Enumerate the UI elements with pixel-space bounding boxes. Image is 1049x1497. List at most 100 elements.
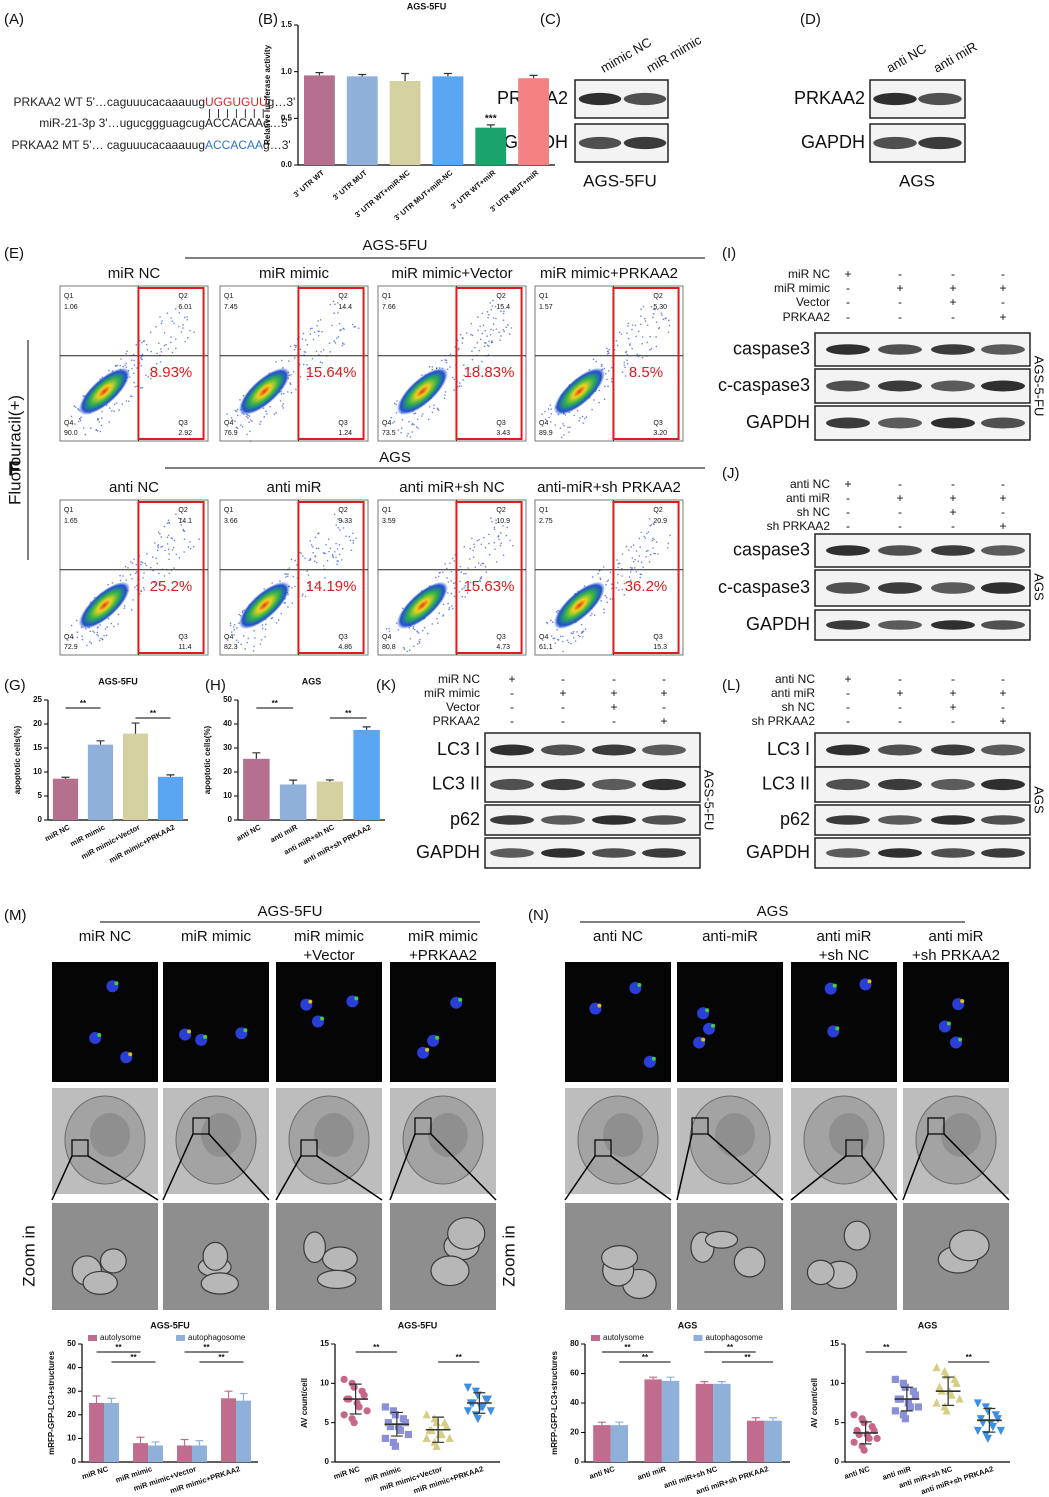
event-dot [559, 635, 562, 638]
quadrant-name: Q3 [496, 420, 505, 427]
error-bar [239, 1392, 248, 1401]
event-dot [584, 628, 587, 631]
event-dot [294, 585, 296, 588]
event-dot [495, 522, 497, 525]
event-dot [550, 408, 552, 410]
event-dot [599, 577, 602, 579]
condition-sign: - [846, 686, 850, 700]
event-dot [124, 364, 126, 367]
event-dot [166, 543, 169, 545]
y-tick-label: 0 [835, 1457, 840, 1466]
zoom-line [208, 1133, 270, 1201]
dot [391, 1411, 399, 1419]
event-dot [507, 324, 509, 326]
event-dot [189, 547, 192, 550]
event-dot [322, 564, 325, 567]
zoom-line [162, 1133, 194, 1201]
event-dot [489, 302, 492, 304]
event-dot [233, 634, 236, 636]
panel-label: (A) [4, 11, 24, 28]
blot-band [541, 848, 585, 858]
event-dot [571, 632, 574, 635]
event-dot [140, 563, 142, 566]
event-dot [158, 342, 160, 345]
chart-title: AGS [678, 1320, 698, 1330]
event-dot [159, 316, 161, 318]
event-dot [458, 382, 461, 384]
event-dot [560, 436, 563, 439]
event-dot [183, 316, 186, 319]
event-dot [97, 626, 99, 628]
tem-nucleus [715, 1113, 755, 1157]
significance-mark: ** [744, 1353, 751, 1362]
event-dot [286, 575, 289, 578]
event-dot [568, 431, 570, 433]
event-dot [549, 404, 552, 406]
autophagic-vacuole [806, 1259, 835, 1286]
blot-band [931, 778, 975, 791]
event-dot [626, 359, 628, 362]
quadrant-name: Q3 [338, 420, 347, 427]
event-dot [502, 328, 505, 331]
event-dot [417, 632, 420, 634]
sd-whisker [859, 1421, 872, 1445]
density [396, 581, 448, 630]
bar [475, 127, 507, 165]
quadrant-value: 1.65 [64, 518, 78, 525]
event-dot [642, 305, 645, 308]
event-dot [307, 378, 309, 381]
event-dot [634, 324, 637, 327]
dot [891, 1375, 899, 1383]
event-dot [544, 410, 546, 413]
condition-sign: - [898, 505, 902, 519]
autophagic-vacuole [202, 1241, 229, 1271]
event-dot [231, 419, 234, 421]
y-tick-label: 80 [570, 1339, 579, 1348]
quadrant-value: 76.9 [224, 430, 238, 437]
y-tick-label: 15 [830, 1339, 839, 1348]
event-dot [163, 575, 166, 577]
y-tick-label: 30 [223, 743, 232, 752]
condition-sign: - [510, 686, 514, 700]
quadrant-value: 14.1 [178, 518, 192, 525]
event-dot [167, 548, 170, 551]
event-dot [259, 643, 262, 645]
blot-band [826, 582, 870, 594]
event-dot [299, 376, 302, 378]
event-dot [292, 370, 295, 373]
event-dot [655, 345, 658, 348]
event-dot [640, 308, 642, 310]
quadrant-value: 1.06 [64, 304, 78, 311]
lc3-puncta [958, 1037, 963, 1042]
dot [483, 1395, 492, 1404]
significance-mark: ** [130, 1353, 137, 1362]
event-dot [498, 538, 500, 541]
blot-band [592, 848, 636, 858]
event-dot [273, 413, 276, 416]
event-dot [251, 420, 253, 422]
event-dot [550, 413, 553, 415]
event-dot [180, 331, 183, 333]
event-dot [554, 424, 557, 426]
event-dot [136, 367, 138, 369]
event-dot [394, 402, 396, 405]
event-dot [591, 576, 594, 578]
event-dot [240, 643, 242, 646]
event-dot [417, 427, 419, 429]
event-dot [353, 326, 355, 328]
event-dot [503, 310, 505, 313]
quadrant-name: Q1 [224, 293, 233, 300]
event-dot [318, 330, 321, 333]
event-dot [302, 332, 305, 335]
blot-row-label: GAPDH [416, 842, 480, 862]
event-dot [441, 615, 444, 617]
error-bar [401, 72, 410, 81]
event-dot [144, 562, 147, 565]
event-dot [448, 608, 450, 611]
blot-band [642, 848, 686, 858]
zoom-image [791, 1203, 897, 1310]
event-dot [327, 538, 330, 540]
event-dot [472, 581, 474, 584]
quadrant-value: 4.73 [496, 644, 510, 651]
